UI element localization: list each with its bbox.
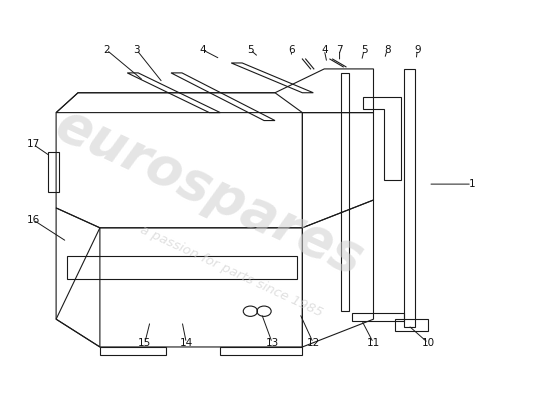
Text: 4: 4	[321, 45, 328, 55]
Text: 10: 10	[422, 338, 435, 348]
Text: eurospares: eurospares	[47, 98, 371, 286]
Text: 3: 3	[133, 45, 140, 55]
Text: 17: 17	[26, 139, 40, 149]
Text: 6: 6	[288, 45, 295, 55]
Text: 7: 7	[336, 45, 343, 55]
Text: 15: 15	[138, 338, 151, 348]
Text: 9: 9	[414, 45, 421, 55]
Text: 5: 5	[247, 45, 254, 55]
Text: a passion for parts since 1985: a passion for parts since 1985	[138, 223, 324, 320]
Text: 16: 16	[26, 215, 40, 225]
Text: 14: 14	[180, 338, 193, 348]
Text: 2: 2	[103, 45, 110, 55]
Text: 5: 5	[361, 45, 367, 55]
Text: 4: 4	[200, 45, 206, 55]
Text: 11: 11	[367, 338, 380, 348]
Text: 8: 8	[384, 45, 390, 55]
Text: 1: 1	[469, 179, 475, 189]
Text: 12: 12	[307, 338, 320, 348]
Text: 13: 13	[266, 338, 279, 348]
